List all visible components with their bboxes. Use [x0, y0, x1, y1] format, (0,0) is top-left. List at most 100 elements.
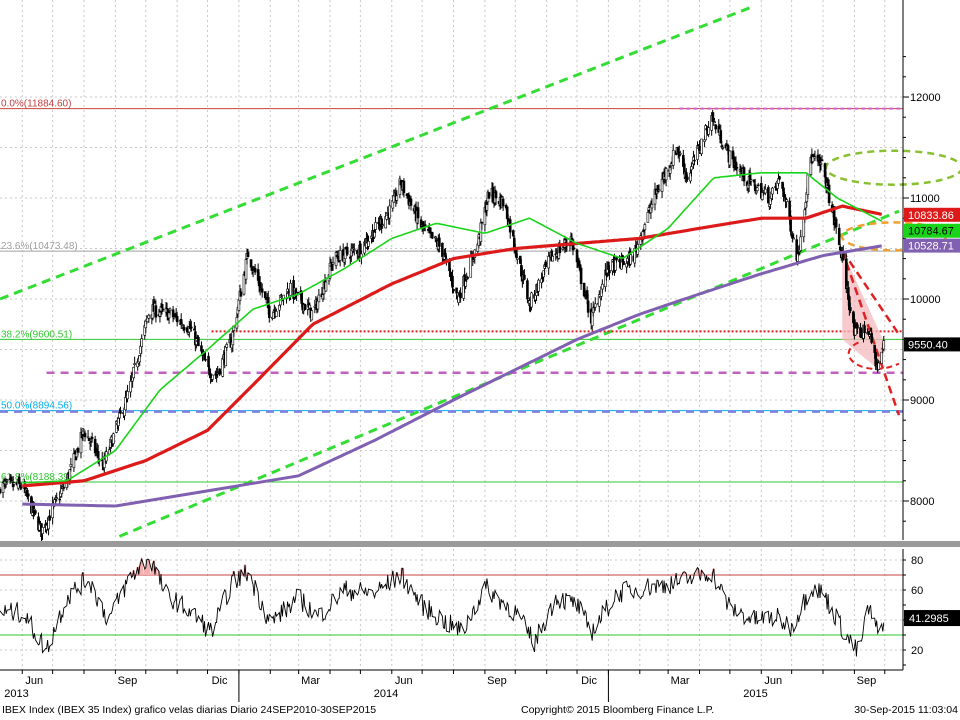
candle-body — [402, 180, 406, 193]
candle-body — [119, 410, 122, 414]
footer-copyright: Copyright© 2015 Bloomberg Finance L.P. — [521, 704, 715, 716]
candle-body — [459, 292, 462, 298]
sma-long-line — [22, 244, 882, 508]
triangle-upper-edge — [841, 249, 900, 336]
candle-body — [669, 163, 673, 167]
candle-body — [296, 291, 299, 294]
candle-body — [253, 267, 257, 273]
candle-body — [239, 291, 243, 297]
candle-body — [395, 195, 399, 201]
candle-body — [764, 188, 767, 194]
candle-body — [756, 184, 760, 187]
candle-body — [62, 487, 66, 489]
x-axis-month-label: Mar — [301, 675, 320, 687]
candle-body — [598, 294, 601, 307]
candle-body — [73, 450, 77, 455]
candle-body — [608, 269, 611, 274]
candle-body — [334, 252, 338, 266]
candle-body — [147, 314, 151, 319]
candle-body — [849, 307, 852, 311]
candle-body — [806, 174, 810, 195]
last-value-tag — [904, 238, 960, 253]
candle-body — [79, 431, 83, 454]
candle-body — [664, 168, 668, 181]
candle-body — [27, 493, 30, 497]
candle-body — [168, 308, 172, 311]
candle-body — [767, 187, 770, 204]
candle-body — [385, 214, 389, 220]
candle-body — [83, 432, 87, 438]
candle-body — [242, 274, 246, 295]
rsi-overbought-fill — [147, 559, 151, 575]
candle-body — [132, 367, 135, 379]
candlestick-series — [0, 109, 886, 544]
last-value-tag — [904, 223, 960, 238]
candle-body — [5, 479, 9, 482]
candle-body — [834, 218, 838, 228]
candle-body — [409, 198, 413, 206]
candle-body — [345, 247, 349, 255]
candle-body — [392, 195, 396, 203]
candle-body — [755, 187, 759, 191]
candle-body — [76, 448, 80, 453]
candle-body — [331, 262, 335, 265]
candle-body — [373, 232, 376, 238]
candle-body — [34, 510, 37, 514]
candle-body — [845, 258, 848, 290]
candle-body — [754, 191, 758, 194]
footer-timestamp: 30-Sep-2015 11:03:04 — [854, 704, 958, 716]
candle-body — [579, 267, 583, 285]
candle-body — [523, 274, 526, 280]
candle-body — [182, 327, 186, 331]
fib-level-label: 23.6%(10473.48) — [1, 241, 78, 252]
candle-body — [643, 224, 647, 231]
candle-body — [877, 362, 881, 370]
grid — [0, 0, 903, 670]
x-axis-month-label: Mar — [671, 675, 690, 687]
last-value-label: 10833.86 — [908, 210, 954, 222]
candle-body — [140, 338, 144, 348]
y-axis-tick-label: 10000 — [910, 294, 941, 306]
candle-body — [246, 251, 250, 258]
candle-body — [451, 276, 454, 288]
candle-body — [260, 288, 264, 293]
candle-body — [657, 189, 661, 192]
candle-body — [813, 156, 817, 159]
candle-body — [551, 255, 555, 262]
last-value-label: 10784.67 — [908, 226, 954, 238]
candle-body — [668, 167, 672, 174]
candle-body — [161, 308, 165, 311]
y-axis-tick-label: 11000 — [910, 193, 940, 205]
candle-body — [792, 237, 795, 240]
candle-body — [438, 237, 441, 247]
candle-body — [133, 363, 136, 365]
candle-body — [537, 279, 540, 292]
axes: 800090001000011000120002040608010833.861… — [0, 0, 960, 702]
triangle-curve — [847, 341, 900, 370]
candle-body — [641, 231, 645, 241]
candle-body — [629, 254, 632, 265]
candle-body — [165, 307, 169, 310]
sma200-line — [22, 204, 883, 488]
candle-body — [671, 149, 675, 166]
candle-body — [466, 277, 469, 279]
candle-body — [823, 163, 827, 178]
candle-body — [713, 121, 717, 124]
candle-body — [289, 283, 292, 296]
rsi-last-value-label: 41.2985 — [909, 613, 949, 625]
candle-body — [818, 156, 822, 167]
candle-body — [457, 294, 460, 303]
candle-body — [218, 368, 221, 375]
candle-body — [231, 331, 235, 346]
candle-body — [650, 204, 654, 209]
candle-body — [863, 325, 866, 334]
candle-body — [771, 187, 774, 195]
candle-body — [530, 292, 533, 308]
last-value-tag — [904, 337, 960, 352]
x-axis-month-label: Sep — [857, 675, 877, 687]
candle-body — [586, 300, 590, 313]
candle-body — [748, 172, 752, 185]
candle-body — [96, 451, 100, 458]
